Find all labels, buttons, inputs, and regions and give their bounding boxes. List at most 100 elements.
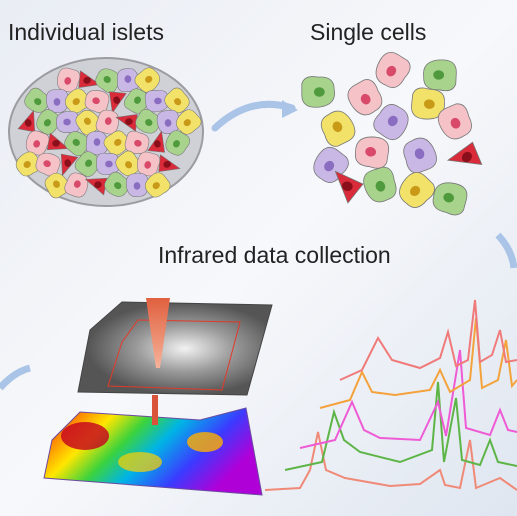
laser [146,298,170,368]
nucleus [125,118,133,126]
cell [363,166,397,203]
cell [437,103,472,140]
nucleus [63,118,71,126]
nucleus [173,140,180,148]
nucleus [410,185,421,197]
nucleus [104,117,112,125]
nucleus [360,93,371,105]
cell [36,109,62,135]
islet-cells [15,67,202,199]
cell [45,89,69,113]
cell [147,130,165,153]
nucleus [113,96,121,104]
cell [56,110,80,134]
nucleus [386,65,397,77]
label-islets: Individual islets [8,19,164,45]
spectrum [284,381,517,471]
cell [95,68,121,94]
cell [134,67,160,93]
nucleus [34,98,42,106]
cell [15,151,42,177]
nucleus [125,161,133,169]
heatmap-spot [61,422,109,450]
nucleus [443,192,455,203]
nucleus [72,98,80,106]
arrow [495,232,517,269]
cell [57,67,81,93]
cell [85,131,109,155]
cell [95,109,119,135]
nucleus [450,117,461,129]
cell [103,130,130,156]
nucleus [164,119,172,127]
cell [347,79,383,116]
spectrum [319,317,517,409]
cell [135,108,161,134]
nucleus [53,180,60,188]
nucleus [174,98,182,106]
cell [60,153,79,177]
nucleus [64,77,72,85]
nucleus [152,182,160,190]
nucleus [43,160,51,168]
cell [78,70,101,88]
nucleus [33,140,41,148]
spectrum [264,431,517,491]
label-cells: Single cells [310,19,426,45]
nucleus [134,96,141,104]
nucleus [103,76,111,83]
nucleus [433,70,445,80]
cell [123,88,149,114]
scan-area [107,319,241,391]
nucleus [341,181,353,192]
cell [144,172,171,198]
laser-lower [152,395,158,425]
cell [375,52,411,88]
cell [320,110,356,147]
nucleus [124,75,132,83]
nucleus [114,138,122,146]
cell [35,152,61,177]
cell [84,90,110,114]
cell [84,177,108,196]
sample-plate [77,301,273,396]
cell [109,91,127,114]
cell [423,59,457,92]
nucleus [83,117,91,125]
cell [176,109,202,135]
heatmap-spot [118,452,162,472]
nucleus [24,119,32,127]
cell [46,132,70,151]
nucleus [85,159,93,167]
spectrum [299,349,517,449]
nucleus [461,151,472,163]
heatmap-spot [187,432,223,452]
cell [301,76,335,108]
nucleus [83,76,91,84]
cell [399,171,435,208]
spectrum [339,299,517,381]
nucleus [133,182,141,190]
nucleus [92,97,100,105]
nucleus [43,119,51,127]
cell [125,173,149,197]
nucleus [53,98,61,106]
cell [64,172,89,198]
nucleus [365,147,377,157]
nucleus [114,182,122,190]
cell [403,137,437,174]
single-cells [301,52,483,216]
nucleus [73,180,81,188]
cell [158,154,181,172]
nucleus [154,97,162,105]
cell [104,171,130,197]
nucleus [105,160,113,168]
nucleus [72,138,80,146]
nucleus [332,121,343,133]
cell [74,151,100,177]
nucleus [313,87,325,97]
cell [334,170,364,204]
cell [432,182,468,216]
